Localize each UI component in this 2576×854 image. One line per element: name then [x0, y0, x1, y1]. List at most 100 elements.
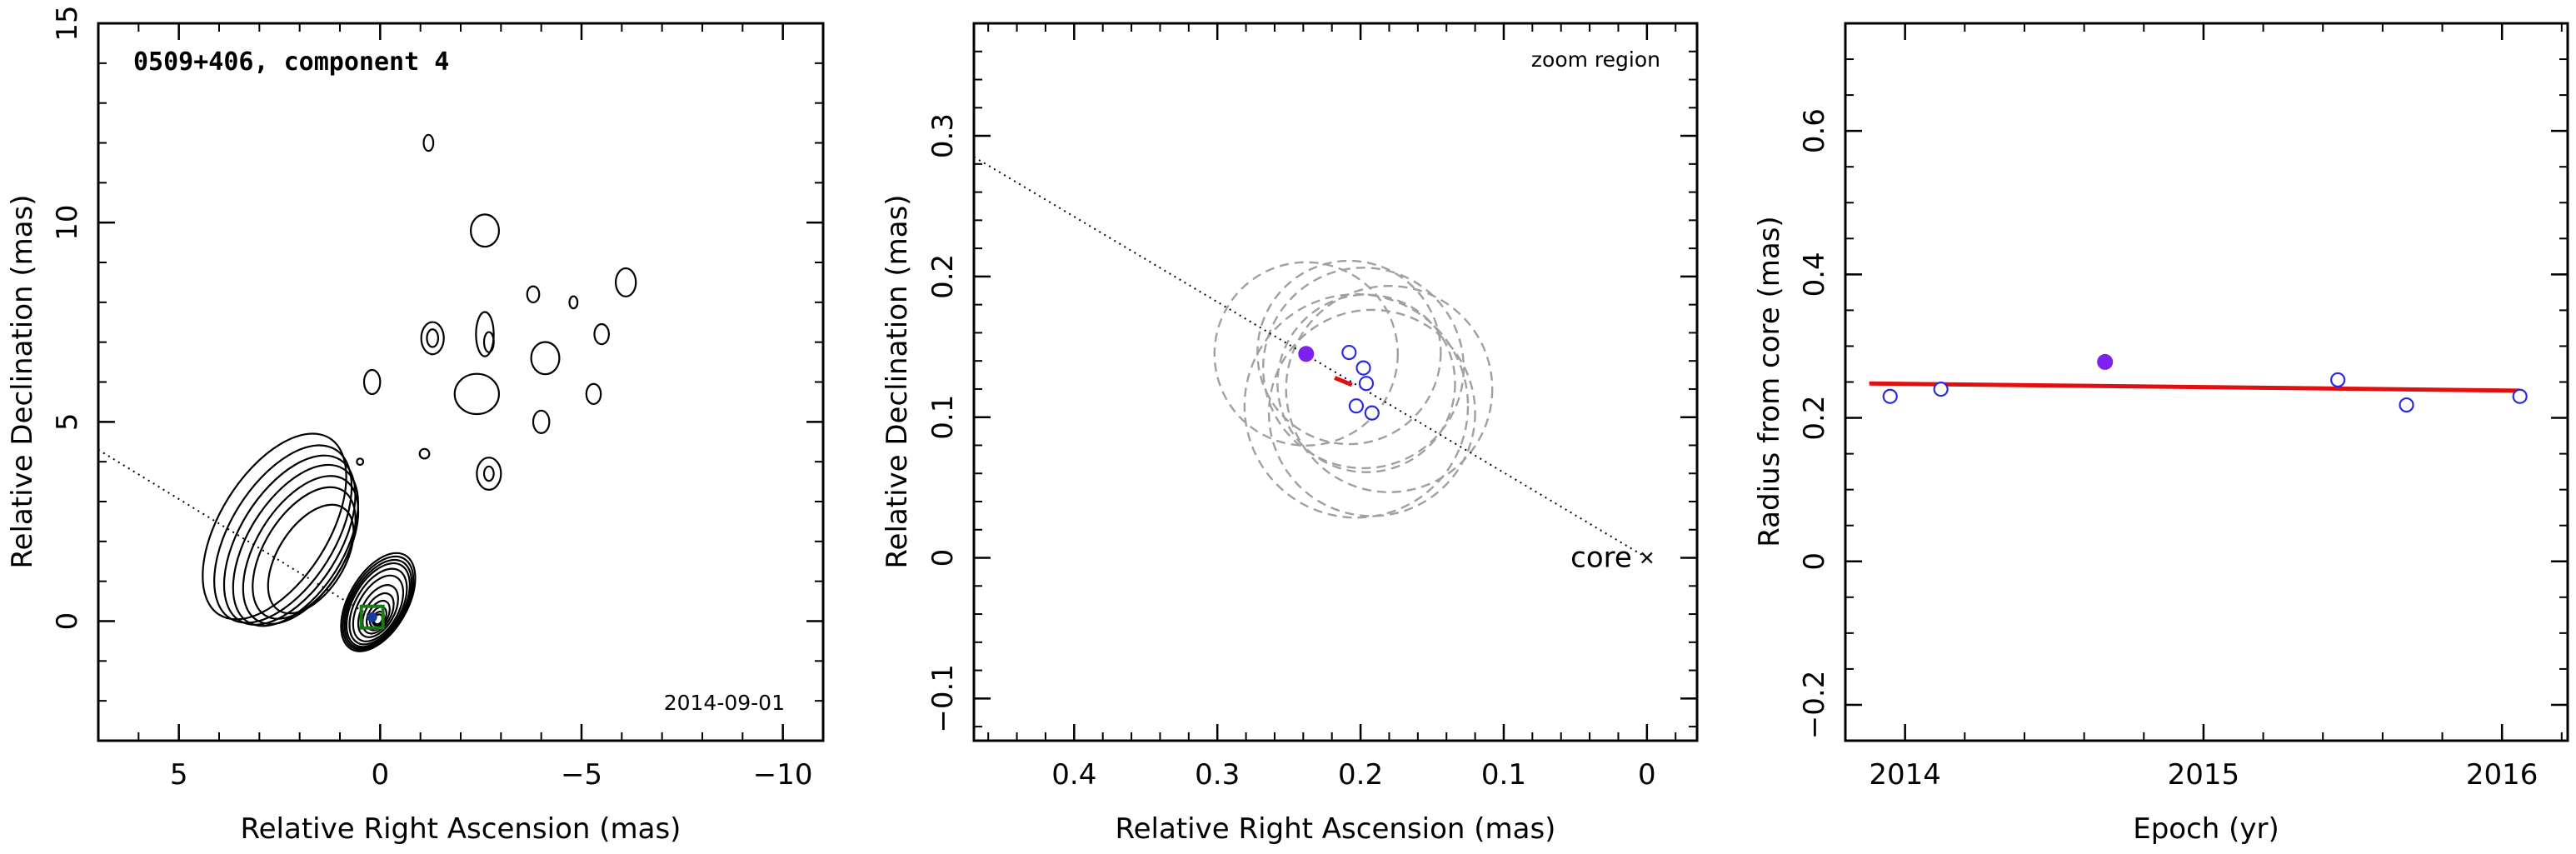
noise-contour: [614, 267, 637, 297]
p2-ytick-label: 0.2: [926, 254, 960, 299]
p2-xtick-label: 0.3: [1195, 758, 1240, 792]
noise-contour: [362, 368, 382, 396]
noise-contour: [482, 331, 495, 353]
position-point: [1348, 398, 1365, 414]
radius-point: [2330, 372, 2346, 388]
contour-core: [342, 555, 415, 652]
contour-core: [352, 574, 405, 642]
p2-ytick-label: 0: [926, 549, 960, 567]
panel1-date: 2014-09-01: [664, 691, 785, 715]
contour-jet: [267, 503, 355, 615]
position-point: [1364, 405, 1380, 421]
p2-xtick-label: 0.4: [1051, 758, 1096, 792]
p2-xtick-label: 0.1: [1481, 758, 1526, 792]
panel-contour-map: 5 0 −5 −10 0 5 10 15 0509+406, component 4 2014…: [6, 5, 825, 846]
p1-xtick-label: 0: [372, 758, 390, 792]
error-circle: [1261, 267, 1465, 470]
panel3-marks: [1869, 353, 2528, 413]
contour-core: [343, 558, 413, 650]
panel2-xlabel: Relative Right Ascension (mas): [1116, 812, 1556, 846]
noise-contour: [530, 341, 561, 376]
p2-xtick-label: 0.2: [1338, 758, 1383, 792]
noise-contour: [568, 295, 579, 310]
panel1-xlabel: Relative Right Ascension (mas): [241, 812, 681, 846]
error-circle: [1267, 308, 1476, 517]
p1-xtick-label: 5: [170, 758, 188, 792]
contour-jet: [213, 444, 353, 624]
p1-ytick-label: 5: [51, 413, 84, 432]
p1-ytick-label: 15: [51, 5, 84, 41]
error-circle: [1213, 261, 1399, 447]
noise-contour: [593, 322, 610, 346]
p3-xtick-label: 2016: [2466, 758, 2539, 792]
contour-jet: [202, 432, 347, 621]
noise-contour: [476, 457, 502, 491]
p2-ytick-label: −0.1: [926, 664, 960, 733]
noise-contour: [453, 372, 501, 416]
panel2-ylabel: Relative Declination (mas): [881, 194, 914, 568]
panel1-frame: [97, 22, 825, 742]
panel2-marks: core: [973, 156, 1653, 575]
radius-point: [1933, 382, 1949, 397]
component-marker: [359, 604, 385, 630]
noise-contour: [526, 285, 541, 304]
p1-ytick-label: 0: [51, 612, 84, 631]
contour-core: [357, 584, 399, 638]
radius-point: [2399, 397, 2414, 413]
p3-ytick-label: 0.2: [1798, 396, 1831, 441]
p1-xtick-label: −10: [753, 758, 813, 792]
noise-contour: [422, 133, 435, 152]
panel3-ticks: 2014 2015 2016 −0.2 0 0.2 0.4 0.6: [1798, 22, 2568, 792]
error-circle: [1243, 292, 1470, 519]
zoom-region-label: zoom region: [1531, 47, 1660, 72]
p2-ytick-label: 0.1: [926, 395, 960, 440]
p1-ytick-label: 10: [51, 205, 84, 241]
contour-map: [202, 133, 637, 652]
noise-contour: [418, 447, 431, 460]
fit-line: [1869, 381, 2520, 393]
noise-contour: [420, 321, 445, 356]
panel3-frame: [1844, 22, 2569, 742]
highlight-point: [2097, 353, 2114, 370]
noise-contour: [426, 328, 440, 348]
p3-xtick-label: 2014: [1869, 758, 1941, 792]
p3-ytick-label: −0.2: [1798, 671, 1831, 740]
panel3-xlabel: Epoch (yr): [2133, 812, 2279, 846]
error-circle: [1285, 284, 1494, 493]
panel2-ticks: 0.4 0.3 0.2 0.1 0 −0.1 0 0.1 0.2 0.3: [926, 22, 1697, 792]
noise-contour: [482, 465, 495, 482]
contour-core: [348, 567, 408, 646]
position-point: [1355, 360, 1371, 376]
panel2-frame: [972, 22, 1699, 742]
panel1-marks: [97, 448, 385, 630]
noise-contour: [475, 311, 495, 357]
p3-ytick-label: 0.4: [1798, 252, 1831, 297]
p3-ytick-label: 0: [1798, 552, 1831, 571]
noise-contour: [356, 457, 365, 467]
p2-xtick-label: 0: [1638, 758, 1656, 792]
panel1-ylabel: Relative Declination (mas): [6, 194, 39, 568]
highlight-point: [1298, 346, 1315, 362]
component-marker-dot: [367, 612, 377, 622]
contour-jet: [242, 475, 360, 625]
radius-point: [2512, 388, 2528, 404]
contour-core: [340, 552, 417, 652]
noise-contour: [585, 382, 602, 406]
p2-ytick-label: 0.3: [926, 113, 960, 158]
panel3-ylabel: Radius from core (mas): [1753, 216, 1786, 547]
panel-radius-vs-epoch: 2014 2015 2016 −0.2 0 0.2 0.4 0.6 Epoch (yr) Ra…: [1753, 22, 2569, 846]
noise-contour: [469, 213, 501, 248]
fit-segment: [1334, 376, 1353, 387]
panel1-ticks: 5 0 −5 −10 0 5 10 15: [51, 5, 824, 792]
contour-jet: [232, 463, 359, 627]
contour-jet: [222, 454, 357, 626]
contour-jet: [252, 486, 357, 620]
core-label: core: [1570, 542, 1632, 575]
noise-contour: [532, 409, 551, 434]
component-direction-line: [97, 448, 373, 618]
core-marker: [1641, 552, 1653, 564]
error-circle: [1276, 293, 1456, 473]
p3-ytick-label: 0.6: [1798, 108, 1831, 153]
position-point: [1341, 344, 1357, 361]
